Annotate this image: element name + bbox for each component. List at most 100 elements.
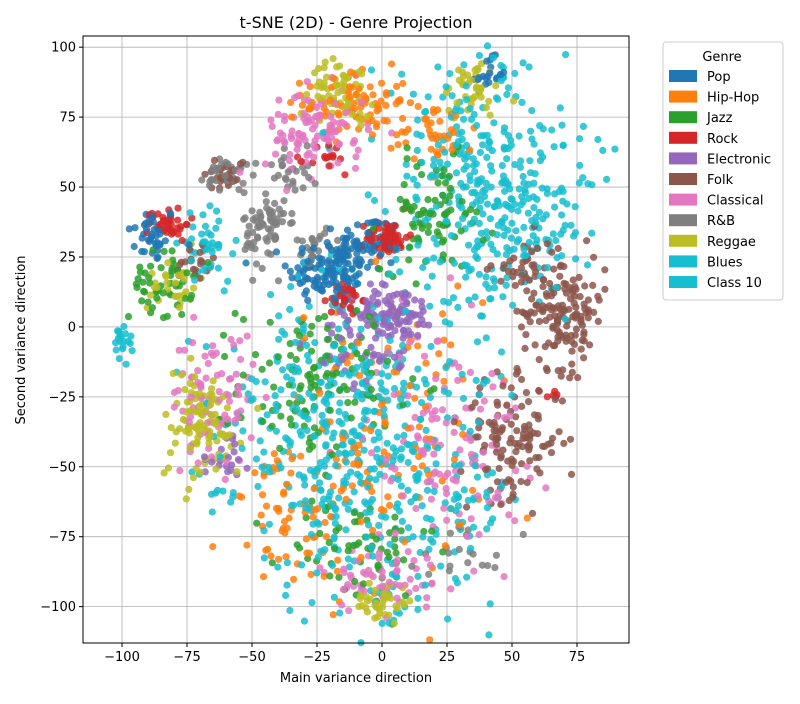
scatter-point [327, 488, 335, 496]
scatter-point [191, 276, 199, 284]
scatter-point [318, 259, 326, 267]
scatter-point [309, 125, 317, 133]
scatter-point [523, 462, 531, 470]
scatter-point [370, 322, 378, 330]
scatter-point [399, 492, 407, 500]
scatter-point [386, 336, 394, 344]
scatter-point [163, 279, 171, 287]
chart-title: t-SNE (2D) - Genre Projection [240, 13, 473, 32]
scatter-point [244, 239, 252, 247]
scatter-point [498, 162, 506, 170]
scatter-point [595, 296, 603, 304]
scatter-point [305, 357, 313, 365]
scatter-point [456, 461, 464, 469]
scatter-point [428, 272, 436, 280]
scatter-point [134, 275, 142, 283]
scatter-point [277, 412, 285, 420]
scatter-point [258, 491, 267, 499]
scatter-point [450, 455, 458, 464]
scatter-point [346, 305, 354, 313]
scatter-point [523, 514, 531, 522]
scatter-point [406, 243, 414, 251]
y-tick-label: 75 [59, 111, 76, 126]
scatter-point [390, 619, 398, 628]
x-tick-label: 25 [439, 650, 456, 665]
scatter-point [297, 157, 305, 166]
scatter-point [581, 304, 589, 313]
scatter-point [517, 278, 525, 286]
scatter-point [215, 388, 223, 396]
scatter-point [359, 222, 367, 230]
scatter-point [388, 60, 396, 68]
scatter-point [305, 389, 313, 397]
scatter-point [208, 508, 216, 516]
scatter-point [470, 188, 479, 196]
scatter-point [594, 317, 602, 325]
scatter-point [272, 407, 280, 415]
scatter-point [249, 276, 257, 284]
scatter-point [349, 139, 357, 147]
scatter-point [503, 401, 511, 409]
scatter-point [391, 327, 399, 335]
scatter-point [475, 531, 483, 539]
scatter-point [543, 240, 551, 248]
scatter-point [164, 259, 172, 267]
scatter-point [428, 527, 436, 535]
scatter-point [471, 462, 479, 470]
scatter-point [452, 141, 460, 149]
scatter-point [280, 144, 288, 152]
scatter-point [463, 96, 471, 104]
scatter-point [466, 205, 475, 214]
scatter-point [316, 529, 324, 538]
scatter-point [243, 332, 251, 340]
scatter-point [258, 365, 266, 373]
scatter-point [382, 91, 391, 99]
scatter-point [412, 280, 420, 288]
scatter-point [408, 562, 416, 570]
scatter-point [412, 504, 420, 513]
scatter-point [191, 373, 199, 381]
scatter-point [521, 189, 530, 197]
scatter-point [463, 162, 471, 170]
scatter-point [559, 366, 567, 374]
scatter-point [262, 198, 270, 206]
scatter-point [442, 419, 450, 427]
scatter-point [227, 335, 235, 344]
scatter-point [420, 352, 429, 360]
scatter-point [611, 145, 619, 153]
scatter-point [406, 99, 414, 107]
scatter-point [535, 208, 544, 216]
scatter-point [450, 428, 458, 436]
scatter-point [466, 427, 474, 435]
scatter-point [206, 433, 214, 441]
scatter-point [303, 78, 311, 86]
scatter-point [391, 222, 399, 230]
scatter-point [272, 150, 280, 158]
scatter-point [287, 219, 295, 227]
scatter-point [121, 330, 129, 338]
scatter-point [398, 290, 406, 298]
scatter-point [288, 134, 296, 142]
scatter-point [474, 75, 482, 83]
scatter-point [378, 568, 386, 576]
scatter-point [400, 556, 408, 564]
scatter-point [380, 411, 388, 419]
scatter-point [269, 212, 277, 220]
scatter-point [243, 541, 251, 549]
scatter-point [354, 146, 362, 154]
scatter-point [393, 594, 401, 602]
scatter-point [447, 126, 455, 134]
scatter-point [321, 277, 330, 285]
scatter-point [400, 379, 408, 387]
scatter-point [381, 420, 389, 428]
scatter-point [440, 297, 448, 305]
scatter-point [209, 254, 217, 262]
scatter-point [400, 431, 408, 439]
scatter-point [485, 97, 493, 105]
scatter-point [160, 469, 168, 477]
scatter-point [404, 524, 413, 532]
scatter-point [358, 395, 366, 403]
scatter-point [518, 460, 526, 468]
scatter-point [199, 211, 207, 219]
scatter-point [296, 279, 304, 288]
